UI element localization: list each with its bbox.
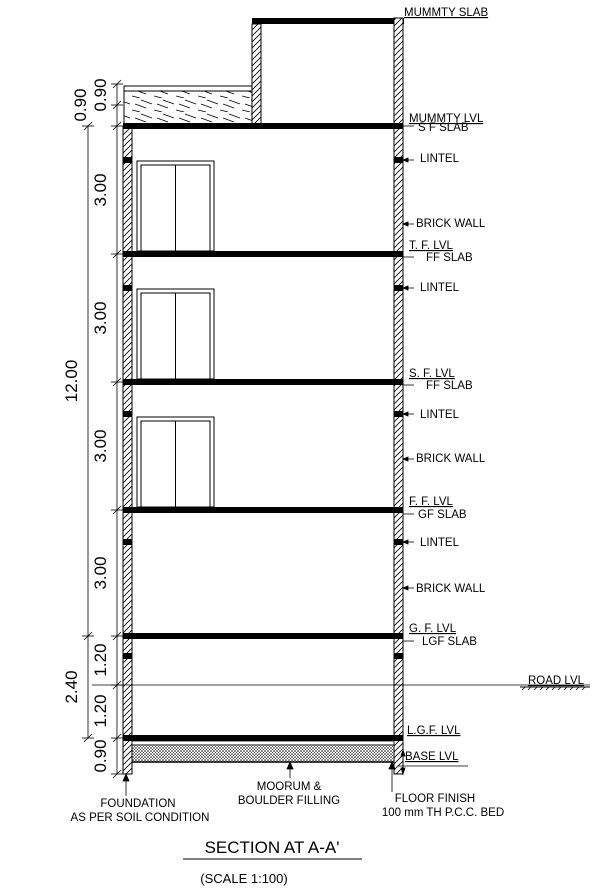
slabs (123, 123, 403, 741)
label-foundation-1: FOUNDATION (100, 798, 175, 810)
right-labels: MUMMTY SLAB MUMMTY LVL S F SLAB LINTEL B… (404, 7, 585, 763)
label-pcc-bed: 100 mm TH P.C.C. BED (382, 807, 504, 819)
dimension-lines (82, 79, 123, 779)
label-moorum-2: BOULDER FILLING (238, 795, 340, 807)
dimension-texts: 0.90 0.90 3.00 3.00 3.00 3.00 12.00 1.20… (62, 78, 110, 772)
dim-floor-4: 3.00 (91, 173, 110, 206)
left-wall (122, 125, 133, 775)
dim-floor-2: 3.00 (91, 429, 110, 462)
road-level-line (92, 684, 590, 691)
label-mummty-slab: MUMMTY SLAB (404, 7, 488, 19)
label-ff-slab-2: FF SLAB (426, 380, 473, 392)
door-first-floor (136, 416, 215, 508)
label-tf-lvl: T. F. LVL (409, 240, 453, 252)
label-foundation-2: AS PER SOIL CONDITION (71, 812, 210, 824)
bottom-annotations: FOUNDATION AS PER SOIL CONDITION MOORUM … (71, 760, 504, 824)
label-lintel-3: LINTEL (420, 282, 460, 294)
dim-floor-3: 3.00 (91, 301, 110, 334)
label-gf-lvl: G. F. LVL (409, 623, 457, 635)
label-brick-wall-1: BRICK WALL (416, 583, 486, 595)
label-ff-slab-1: FF SLAB (426, 252, 473, 264)
label-road-lvl: ROAD LVL (528, 675, 585, 687)
label-lintel-4: LINTEL (420, 153, 460, 165)
dim-parapet-b: 0.90 (71, 88, 90, 121)
lintels (123, 157, 403, 659)
parapet (123, 85, 253, 127)
dim-lower-a: 1.20 (91, 643, 110, 676)
label-ff-lvl: F. F. LVL (409, 496, 453, 508)
label-brick-wall-2: BRICK WALL (416, 453, 486, 465)
door-second-floor (136, 288, 215, 380)
dim-parapet-a: 0.90 (91, 78, 110, 111)
dim-lower-b: 1.20 (91, 694, 110, 727)
leader-ticks (398, 125, 468, 776)
label-mummty-lvl: MUMMTY LVL (409, 113, 484, 125)
label-base-lvl: BASE LVL (405, 751, 459, 763)
label-sf-slab: S F SLAB (418, 122, 469, 134)
mummty-room (251, 18, 404, 127)
right-wall (393, 17, 404, 775)
dim-floor-1: 3.00 (91, 556, 110, 589)
dim-lower-total: 2.40 (62, 670, 81, 703)
title-block: SECTION AT A-A' (SCALE 1:100) (183, 838, 362, 886)
base-filling (131, 740, 395, 763)
label-floor-finish: FLOOR FINISH (395, 793, 476, 805)
door-third-floor (136, 160, 215, 252)
label-lintel-1: LINTEL (420, 537, 460, 549)
label-gf-slab: GF SLAB (418, 509, 467, 521)
label-sf-lvl: S. F. LVL (409, 368, 455, 380)
drawing-scale: (SCALE 1:100) (200, 871, 287, 886)
label-brick-wall-4: BRICK WALL (416, 218, 486, 230)
label-lgf-lvl: L.G.F. LVL (407, 725, 461, 737)
dim-base: 0.90 (91, 739, 110, 772)
dim-total-height: 12.00 (62, 360, 81, 403)
label-moorum-1: MOORUM & (257, 781, 322, 793)
label-lgf-slab: LGF SLAB (422, 636, 477, 648)
label-lintel-2: LINTEL (420, 409, 460, 421)
drawing-title: SECTION AT A-A' (205, 838, 340, 857)
